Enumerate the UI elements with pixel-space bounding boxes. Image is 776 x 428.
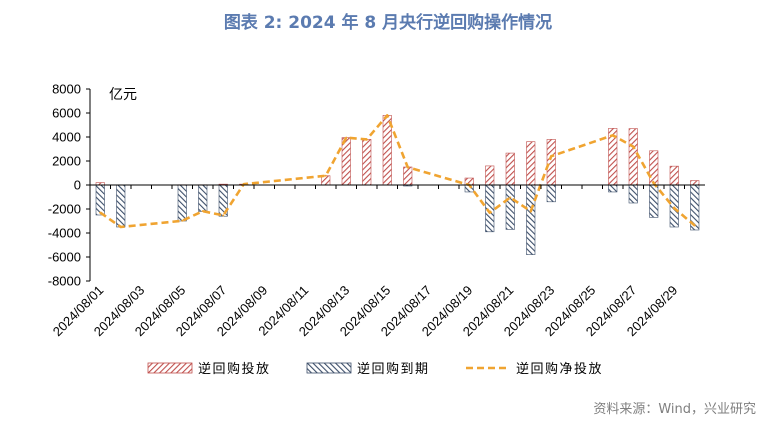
source-note: 资料来源：Wind，兴业研究 bbox=[593, 402, 756, 417]
legend: 逆回购投放 逆回购到期 逆回购净投放 bbox=[147, 361, 603, 377]
net-line bbox=[99, 114, 696, 229]
bar-injection bbox=[341, 137, 351, 186]
legend-injection-label: 逆回购投放 bbox=[198, 361, 271, 377]
bar-maturity bbox=[198, 184, 208, 212]
y-tick-label: 4000 bbox=[52, 130, 81, 145]
net-injection-point bbox=[99, 211, 102, 214]
bar-injection bbox=[526, 141, 536, 186]
bar-maturity bbox=[649, 184, 659, 218]
legend-maturity-label: 逆回购到期 bbox=[357, 361, 430, 377]
bar-injection bbox=[628, 128, 638, 186]
legend-maturity: 逆回购到期 bbox=[306, 361, 430, 377]
net-injection-point bbox=[611, 134, 614, 137]
net-injection-line bbox=[99, 114, 696, 229]
net-injection-point bbox=[222, 214, 225, 217]
bar-maturity bbox=[628, 184, 638, 204]
net-injection-point bbox=[652, 182, 655, 185]
net-injection-point bbox=[693, 224, 696, 227]
net-injection-point bbox=[509, 196, 512, 199]
legend-injection-swatch bbox=[147, 362, 193, 374]
net-injection-point bbox=[119, 226, 122, 228]
legend-maturity-swatch bbox=[306, 362, 352, 374]
bar-maturity bbox=[95, 184, 105, 216]
chart-title: 图表 2: 2024 年 8 月央行逆回购操作情况 bbox=[223, 13, 553, 33]
net-injection-point bbox=[201, 210, 204, 213]
x-axis: 2024/08/012024/08/032024/08/052024/08/07… bbox=[50, 184, 705, 339]
bar-maturity bbox=[177, 184, 187, 222]
legend-net-injection-label: 逆回购净投放 bbox=[516, 361, 603, 377]
net-injection-point bbox=[488, 211, 491, 214]
legend-injection: 逆回购投放 bbox=[147, 361, 271, 377]
bar-maturity bbox=[116, 184, 126, 228]
bar-injection bbox=[505, 152, 515, 186]
bar-maturity bbox=[608, 184, 618, 193]
bar-injection bbox=[546, 139, 556, 186]
bar-maturity bbox=[546, 184, 556, 203]
net-injection-point bbox=[632, 145, 635, 148]
net-injection-point bbox=[673, 207, 676, 210]
y-tick-label: -6000 bbox=[48, 250, 81, 265]
bar-maturity bbox=[669, 184, 679, 228]
bar-injection bbox=[690, 180, 700, 186]
net-injection-point bbox=[365, 138, 368, 141]
y-tick-label: 6000 bbox=[52, 106, 81, 121]
bar-maturity bbox=[485, 184, 495, 233]
net-injection-point bbox=[345, 136, 348, 139]
y-tick-label: 0 bbox=[74, 178, 81, 193]
net-injection-point bbox=[181, 219, 184, 222]
bar-injection bbox=[485, 165, 495, 186]
net-injection-point bbox=[550, 155, 553, 158]
bar-maturity bbox=[505, 184, 515, 230]
y-axis-unit-label: 亿元 bbox=[109, 87, 137, 103]
bar-injection bbox=[403, 166, 413, 186]
y-tick-label: 2000 bbox=[52, 154, 81, 169]
bar-injection bbox=[362, 139, 372, 186]
net-injection-point bbox=[406, 166, 409, 169]
bar-maturity bbox=[526, 184, 536, 255]
y-axis: 8000 6000 4000 2000 0 -2000 -4000 -6000 -8000 亿元 bbox=[48, 82, 137, 289]
bar-injection bbox=[649, 150, 659, 186]
y-tick-label: 8000 bbox=[52, 82, 81, 97]
y-tick-label: -2000 bbox=[48, 202, 81, 217]
bar-injection bbox=[669, 165, 679, 186]
net-injection-point bbox=[386, 114, 389, 117]
net-injection-point bbox=[529, 210, 532, 213]
bars bbox=[95, 115, 700, 255]
net-injection-point bbox=[324, 174, 327, 177]
y-tick-label: -8000 bbox=[48, 274, 81, 289]
y-tick-label: -4000 bbox=[48, 226, 81, 241]
legend-net-injection: 逆回购净投放 bbox=[466, 361, 603, 377]
